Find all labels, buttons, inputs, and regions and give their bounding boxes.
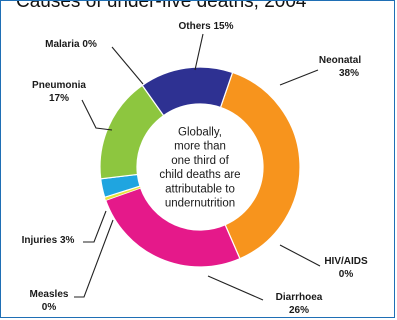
label-pneumonia: Pneumonia bbox=[32, 80, 86, 91]
value-label-measles: 0% bbox=[42, 302, 57, 313]
center-note-line: child deaths are bbox=[159, 169, 240, 181]
leader-line-diarrhoea bbox=[207, 275, 264, 301]
slice-others bbox=[141, 66, 234, 117]
value-label-hiv-aids: 0% bbox=[339, 269, 354, 280]
leader-line-hiv-aids bbox=[279, 244, 321, 267]
leader-line-measles bbox=[74, 219, 114, 298]
center-note-line: undernutrition bbox=[165, 198, 235, 210]
label-hiv-aids: HIV/AIDS bbox=[324, 256, 368, 267]
chart-title: Causes of under-five deaths, 2004 bbox=[16, 0, 307, 12]
label-neonatal: Neonatal bbox=[319, 55, 361, 66]
label-malaria: Malaria 0% bbox=[45, 39, 97, 50]
leader-line-injuries bbox=[83, 210, 107, 243]
leader-line-others bbox=[194, 33, 204, 71]
center-note-line: more than bbox=[174, 141, 226, 153]
label-diarrhoea: Diarrhoea bbox=[276, 292, 323, 303]
center-note-line: Globally, bbox=[178, 127, 222, 139]
slice-diarrhoea bbox=[104, 187, 241, 268]
slice-neonatal bbox=[219, 71, 301, 260]
value-label-diarrhoea: 26% bbox=[289, 305, 309, 316]
label-injuries: Injuries 3% bbox=[22, 235, 75, 246]
leader-line-pneumonia bbox=[81, 99, 113, 131]
leader-line-neonatal bbox=[279, 69, 319, 86]
center-note-line: attributable to bbox=[165, 183, 235, 195]
label-others: Others 15% bbox=[178, 21, 233, 32]
value-label-pneumonia: 17% bbox=[49, 93, 69, 104]
label-measles: Measles bbox=[30, 289, 69, 300]
value-label-neonatal: 38% bbox=[339, 68, 359, 79]
leader-line-malaria bbox=[111, 46, 144, 85]
center-note-line: one third of bbox=[171, 155, 229, 167]
